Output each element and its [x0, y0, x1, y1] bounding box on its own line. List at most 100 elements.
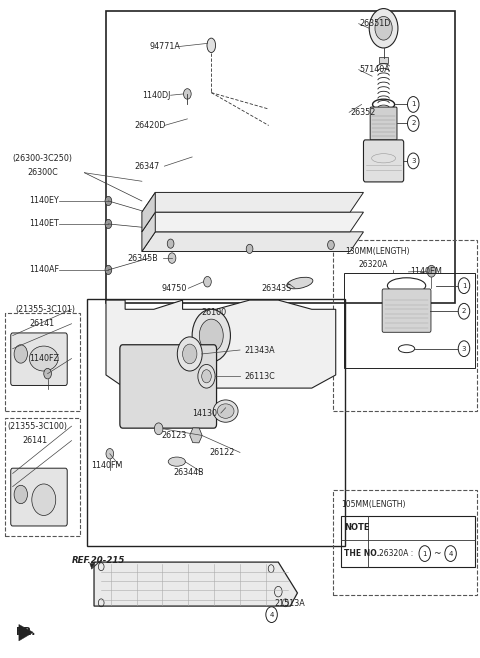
Text: 1: 1: [422, 551, 427, 557]
Text: (21355-3C101): (21355-3C101): [15, 305, 75, 314]
Polygon shape: [142, 232, 363, 251]
Circle shape: [445, 545, 456, 561]
Ellipse shape: [217, 404, 234, 418]
Text: 130MM(LENGTH): 130MM(LENGTH): [345, 247, 410, 256]
Text: 2: 2: [411, 120, 416, 126]
Circle shape: [177, 337, 202, 371]
Text: 26352: 26352: [350, 108, 375, 117]
FancyBboxPatch shape: [11, 468, 67, 526]
Polygon shape: [142, 192, 156, 232]
Text: 26122: 26122: [209, 448, 234, 457]
Text: 3: 3: [462, 345, 466, 351]
Text: 26123: 26123: [161, 431, 186, 440]
Text: 26347: 26347: [135, 162, 160, 170]
Polygon shape: [142, 212, 156, 251]
Circle shape: [375, 16, 392, 40]
Circle shape: [408, 97, 419, 113]
FancyBboxPatch shape: [382, 289, 431, 332]
Circle shape: [408, 153, 419, 169]
Ellipse shape: [29, 346, 58, 371]
Circle shape: [14, 345, 27, 363]
Text: 1140FM: 1140FM: [91, 461, 122, 470]
Circle shape: [204, 276, 211, 287]
Text: 1140EY: 1140EY: [29, 197, 59, 205]
Circle shape: [183, 89, 191, 99]
Text: THE NO.: THE NO.: [344, 549, 380, 558]
Text: 1140AF: 1140AF: [29, 265, 60, 274]
Text: 1140ET: 1140ET: [29, 219, 59, 228]
Circle shape: [198, 365, 215, 388]
Text: 94750: 94750: [161, 284, 186, 293]
Circle shape: [246, 244, 253, 253]
Text: 26320A :: 26320A :: [379, 549, 413, 558]
Ellipse shape: [207, 38, 216, 53]
Text: 3: 3: [411, 158, 416, 164]
Text: 26141: 26141: [22, 436, 48, 445]
Circle shape: [427, 265, 436, 277]
Polygon shape: [94, 562, 298, 606]
Ellipse shape: [168, 457, 185, 467]
Circle shape: [458, 303, 470, 319]
Circle shape: [192, 309, 230, 362]
Ellipse shape: [32, 484, 56, 515]
Ellipse shape: [213, 400, 238, 422]
Text: ~: ~: [433, 549, 441, 558]
Text: FR.: FR.: [16, 627, 36, 638]
Text: 26420D: 26420D: [135, 121, 166, 130]
Text: 26300C: 26300C: [27, 168, 58, 177]
Circle shape: [458, 278, 470, 293]
Polygon shape: [19, 624, 33, 641]
Text: 105MM(LENGTH): 105MM(LENGTH): [341, 501, 406, 509]
FancyBboxPatch shape: [363, 140, 404, 182]
Circle shape: [168, 253, 176, 263]
Circle shape: [105, 265, 112, 274]
Circle shape: [327, 240, 334, 249]
Polygon shape: [90, 563, 95, 569]
Circle shape: [408, 116, 419, 132]
FancyBboxPatch shape: [370, 107, 397, 140]
Text: 1140EM: 1140EM: [410, 267, 442, 276]
Circle shape: [155, 423, 163, 435]
Text: REF.20-215: REF.20-215: [72, 555, 125, 565]
Text: 1140FZ: 1140FZ: [29, 354, 60, 363]
Text: 1140DJ: 1140DJ: [142, 91, 170, 100]
Bar: [379, 57, 388, 63]
Text: 4: 4: [448, 551, 453, 557]
Text: 14130: 14130: [192, 409, 217, 418]
Circle shape: [14, 485, 27, 503]
Circle shape: [369, 9, 398, 48]
Text: 4: 4: [269, 612, 274, 618]
Text: 21343A: 21343A: [245, 345, 276, 355]
Text: 1: 1: [411, 101, 416, 107]
Circle shape: [182, 344, 197, 364]
Text: 21513A: 21513A: [275, 599, 305, 608]
Text: 94771A: 94771A: [149, 42, 180, 51]
FancyBboxPatch shape: [120, 345, 216, 428]
Circle shape: [202, 370, 211, 383]
Circle shape: [199, 319, 223, 352]
Text: (21355-3C100): (21355-3C100): [8, 422, 68, 431]
Circle shape: [419, 545, 431, 561]
Circle shape: [266, 607, 277, 622]
FancyBboxPatch shape: [11, 333, 67, 386]
Circle shape: [105, 219, 112, 228]
Text: 2: 2: [462, 308, 466, 315]
Circle shape: [44, 368, 51, 379]
Text: (26300-3C250): (26300-3C250): [12, 154, 72, 163]
Text: 26141: 26141: [29, 319, 55, 328]
Text: NOTE: NOTE: [344, 523, 370, 532]
Polygon shape: [142, 212, 363, 232]
Circle shape: [458, 341, 470, 357]
Ellipse shape: [287, 277, 313, 289]
Text: 1: 1: [462, 283, 466, 289]
Text: 26113C: 26113C: [245, 372, 276, 381]
Text: 26351D: 26351D: [360, 19, 391, 28]
Text: 26345B: 26345B: [128, 253, 158, 263]
Circle shape: [105, 196, 112, 205]
Polygon shape: [106, 300, 336, 388]
Text: 57140A: 57140A: [360, 65, 390, 74]
Text: 26343S: 26343S: [262, 284, 292, 293]
Text: 26344B: 26344B: [173, 468, 204, 476]
Text: 26100: 26100: [202, 308, 227, 317]
Circle shape: [106, 449, 114, 459]
